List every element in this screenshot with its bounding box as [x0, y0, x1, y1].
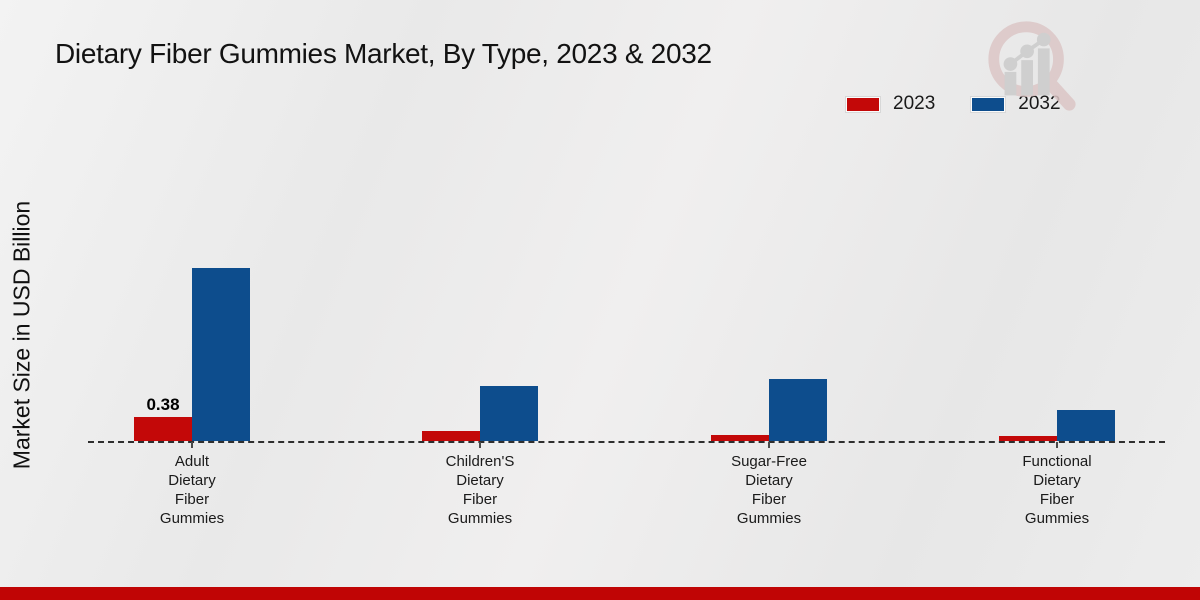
x-axis-line — [88, 441, 1165, 443]
footer-red-band — [0, 587, 1200, 600]
x-axis-tick — [191, 442, 193, 448]
bar-2032-group3 — [769, 379, 827, 441]
legend-swatch-2023 — [846, 96, 880, 112]
bar-2023-group1 — [134, 417, 192, 441]
legend-item-2023: 2023 — [846, 93, 935, 115]
category-label: Adult Dietary Fiber Gummies — [159, 453, 225, 527]
x-axis-tick — [768, 442, 770, 448]
bar-2032-group1 — [192, 268, 250, 441]
bar-value-label: 0.38 — [146, 395, 180, 414]
bar-2032-group2 — [480, 386, 538, 441]
legend: 2023 2032 — [846, 93, 1061, 115]
legend-item-2032: 2032 — [971, 93, 1061, 115]
chart-title: Dietary Fiber Gummies Market, By Type, 2… — [55, 38, 712, 69]
bar-2032-group4 — [1057, 410, 1115, 441]
bar-2023-group3 — [711, 435, 769, 441]
legend-swatch-2032 — [971, 96, 1006, 112]
bar-2023-group4 — [999, 436, 1057, 441]
x-axis-tick — [1056, 442, 1058, 448]
legend-label-2032: 2032 — [1018, 93, 1061, 114]
category-label: Children'S Dietary Fiber Gummies — [445, 453, 515, 527]
category-label: Functional Dietary Fiber Gummies — [1022, 453, 1092, 527]
x-axis-tick — [479, 442, 481, 448]
bar-2023-group2 — [422, 431, 480, 441]
category-label: Sugar-Free Dietary Fiber Gummies — [731, 453, 807, 527]
legend-label-2023: 2023 — [893, 93, 936, 114]
magnifier-bar-chart-logo-icon — [988, 21, 1076, 111]
